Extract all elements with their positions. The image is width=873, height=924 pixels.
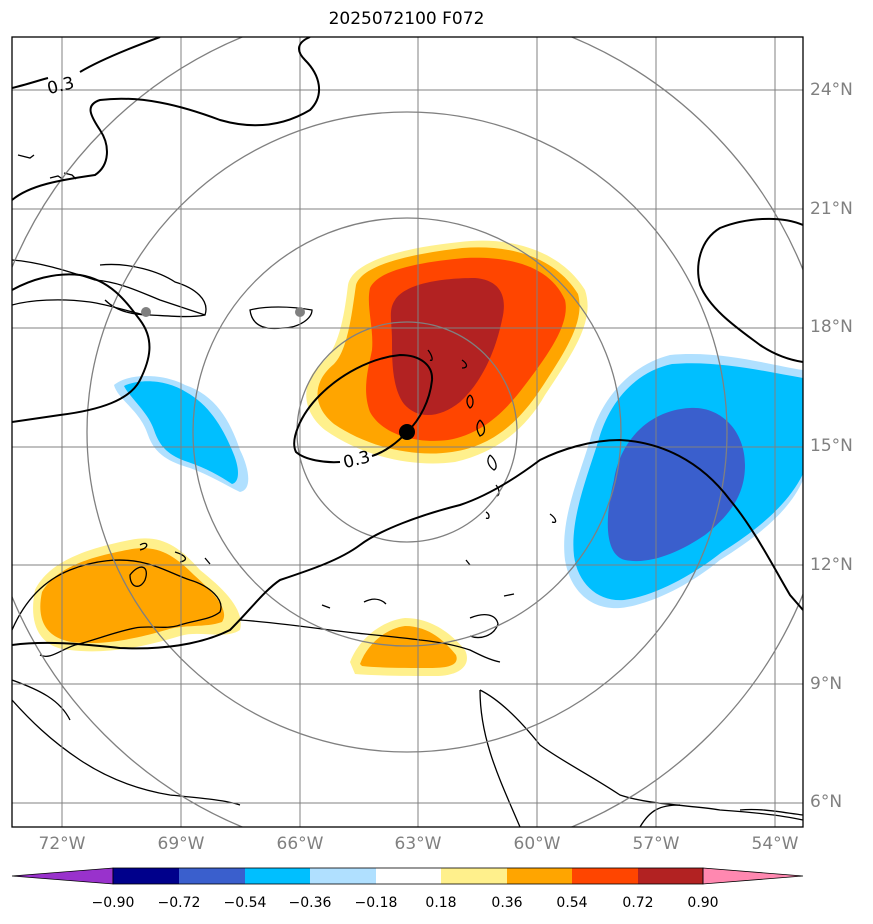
colorbar-tick-4: −0.36 (288, 895, 332, 911)
lon-label-54w: 54°W (751, 834, 799, 854)
lat-label-12n: 12°N (810, 555, 853, 575)
lon-label-72w: 72°W (38, 834, 86, 854)
colorbar-segment-4 (310, 868, 376, 884)
lat-label-6n: 6°N (810, 792, 843, 812)
colorbar-segment-6 (441, 868, 507, 884)
gridlines (12, 37, 803, 827)
colorbar-segment-8 (572, 868, 638, 884)
map-area: 0.3 0.3 (12, 37, 803, 827)
colorbar-segment-2 (179, 868, 245, 884)
negative-anomaly-east-3 (607, 407, 745, 562)
lon-label-69w: 69°W (157, 834, 205, 854)
colorbar-tick-6: 0.18 (425, 895, 457, 911)
reference-point-san-juan (295, 307, 305, 317)
colorbar-tick-2: −0.72 (157, 895, 201, 911)
colorbar-segment-1 (113, 868, 179, 884)
colorbar-segment-5 (376, 868, 441, 884)
colorbar-tick-10: 0.90 (687, 895, 719, 911)
contour-label-nw: 0.3 (45, 73, 76, 99)
lat-label-21n: 21°N (810, 199, 853, 219)
map-frame (11, 36, 804, 828)
colorbar-segment-3 (245, 868, 310, 884)
positive-anomaly-4 (390, 278, 504, 416)
colorbar-extend-low (11, 867, 114, 885)
lat-label-24n: 24°N (810, 80, 853, 100)
colorbar-tick-1: −0.90 (91, 895, 135, 911)
colorbar-tick-5: −0.18 (354, 895, 398, 911)
lon-label-57w: 57°W (632, 834, 680, 854)
lon-label-66w: 66°W (276, 834, 324, 854)
figure-title: 2025072100 F072 (328, 9, 485, 29)
colorbar (11, 867, 804, 885)
colorbar-tick-3: −0.54 (223, 895, 267, 911)
contour-lines (12, 37, 803, 650)
storm-center-marker (399, 424, 415, 440)
lon-label-60w: 60°W (513, 834, 561, 854)
colorbar-tick-7: 0.36 (491, 895, 523, 911)
reference-point-santo-domingo (141, 307, 151, 317)
colorbar-segment-7 (507, 868, 572, 884)
lon-label-63w: 63°W (394, 834, 442, 854)
lat-label-9n: 9°N (810, 674, 843, 694)
colorbar-segment-9 (638, 868, 703, 884)
lat-label-15n: 15°N (810, 436, 853, 456)
contour-label-center: 0.3 (341, 447, 372, 473)
colorbar-tick-9: 0.72 (622, 895, 654, 911)
colorbar-tick-8: 0.54 (556, 895, 588, 911)
colorbar-extend-high (702, 867, 804, 885)
lat-label-18n: 18°N (810, 317, 853, 337)
